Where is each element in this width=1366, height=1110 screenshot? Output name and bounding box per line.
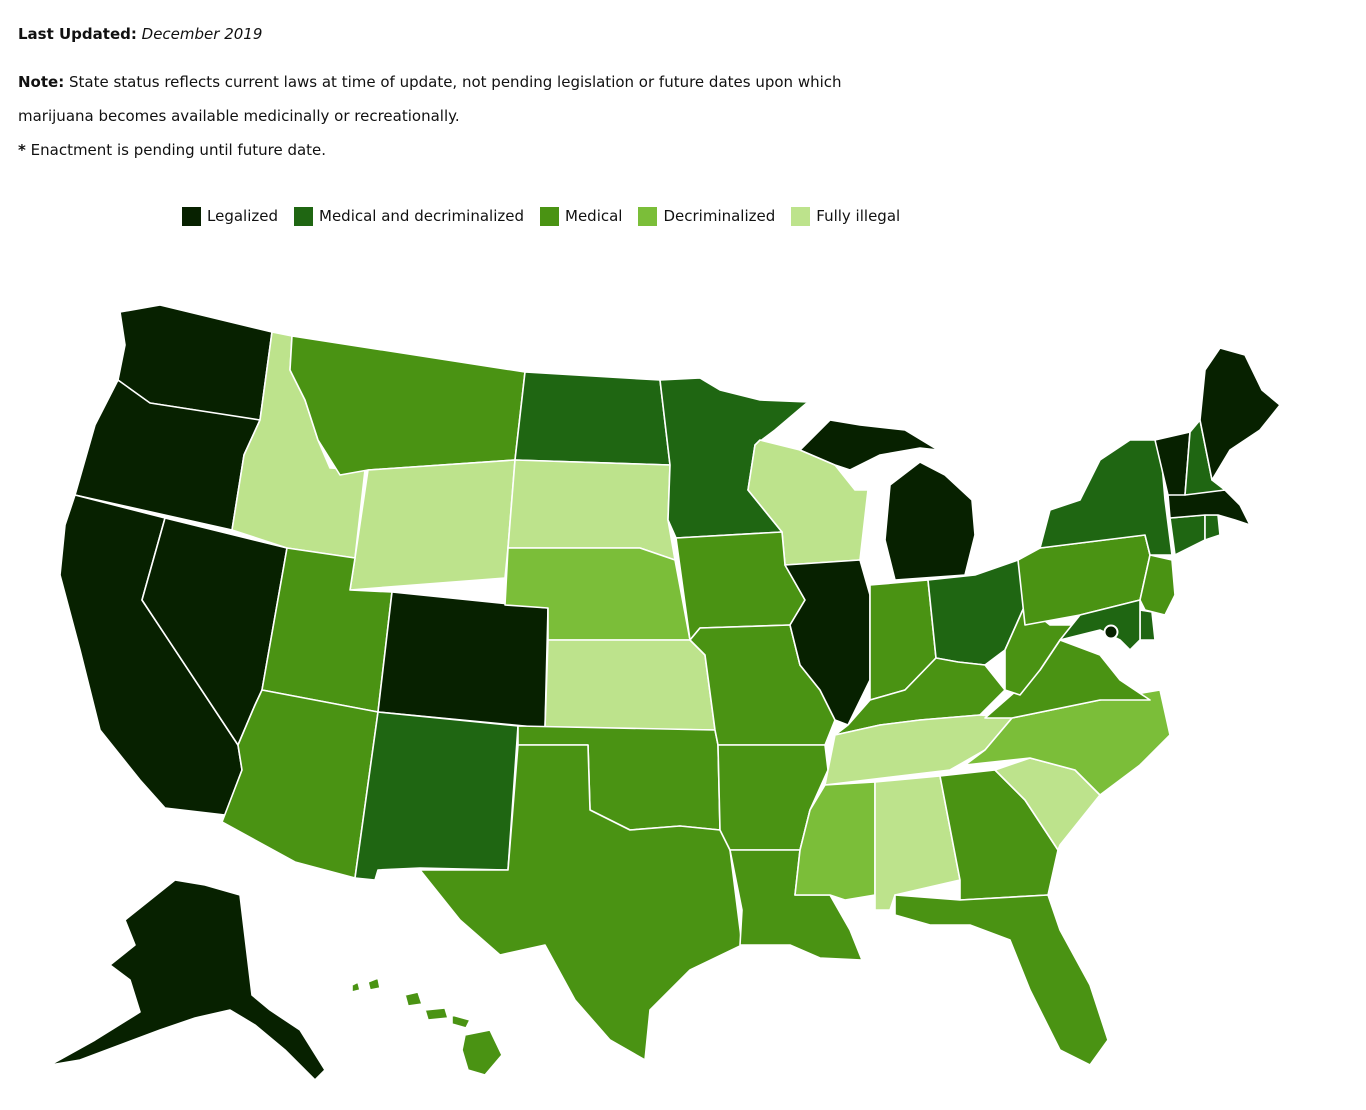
legend-label-medical-decriminalized: Medical and decriminalized <box>319 207 524 225</box>
state-new-mexico[interactable] <box>354 711 519 881</box>
legend-swatch-fully-illegal <box>791 206 811 226</box>
dc-marker[interactable] <box>1103 624 1119 640</box>
last-updated-value: December 2019 <box>141 25 263 43</box>
legend-label-legalized: Legalized <box>207 207 278 225</box>
note-label: Note: <box>18 73 65 91</box>
legend-swatch-legalized <box>182 206 201 226</box>
asterisk-mark: * <box>18 141 26 159</box>
state-massachusetts[interactable] <box>1167 489 1251 526</box>
note-line-2: marijuana becomes available medicinally … <box>18 106 460 126</box>
note-text-2: marijuana becomes available medicinally … <box>18 107 460 125</box>
state-montana[interactable] <box>289 335 526 476</box>
asterisk-line: * Enactment is pending until future date… <box>18 140 326 160</box>
note-line-1: Note: State status reflects current laws… <box>18 72 842 92</box>
state-illinois[interactable] <box>784 559 871 726</box>
state-new-york[interactable] <box>1039 439 1173 556</box>
state-alaska[interactable] <box>49 879 326 1081</box>
state-connecticut[interactable] <box>1169 514 1206 556</box>
state-kansas[interactable] <box>544 639 716 731</box>
legend-label-decriminalized: Decriminalized <box>663 207 776 225</box>
state-new-hampshire[interactable] <box>1184 419 1226 496</box>
legend-swatch-decriminalized <box>638 206 658 226</box>
legend-swatch-medical <box>540 206 559 226</box>
state-wyoming[interactable] <box>349 459 516 591</box>
legend-item-legalized: Legalized <box>182 206 278 226</box>
state-colorado[interactable] <box>377 591 549 729</box>
legend: Legalized Medical and decriminalized Med… <box>182 206 900 226</box>
legend-swatch-medical-decriminalized <box>294 206 313 226</box>
alaska-inset-frame <box>30 864 321 1100</box>
state-rhode-island[interactable] <box>1204 514 1221 541</box>
state-north-carolina[interactable] <box>964 689 1171 796</box>
state-hawaii[interactable] <box>351 977 503 1076</box>
legend-item-fully-illegal: Fully illegal <box>791 206 900 226</box>
state-michigan[interactable] <box>799 419 976 581</box>
legend-item-medical-decriminalized: Medical and decriminalized <box>294 206 524 226</box>
asterisk-text: Enactment is pending until future date. <box>30 141 327 159</box>
legend-item-medical: Medical <box>540 206 622 226</box>
hawaii-inset-frame <box>322 954 511 1100</box>
legend-label-fully-illegal: Fully illegal <box>816 207 901 225</box>
last-updated-line: Last Updated: December 2019 <box>18 24 262 44</box>
state-delaware[interactable] <box>1139 609 1156 641</box>
state-south-dakota[interactable] <box>507 459 676 561</box>
state-florida[interactable] <box>894 894 1109 1066</box>
legend-label-medical: Medical <box>565 207 623 225</box>
state-maine[interactable] <box>1199 347 1281 481</box>
last-updated-label: Last Updated: <box>18 25 137 43</box>
state-north-dakota[interactable] <box>514 371 671 466</box>
legend-item-decriminalized: Decriminalized <box>638 206 775 226</box>
state-maryland[interactable] <box>1059 599 1141 651</box>
state-texas[interactable] <box>419 744 743 1061</box>
note-text-1: State status reflects current laws at ti… <box>68 73 842 91</box>
